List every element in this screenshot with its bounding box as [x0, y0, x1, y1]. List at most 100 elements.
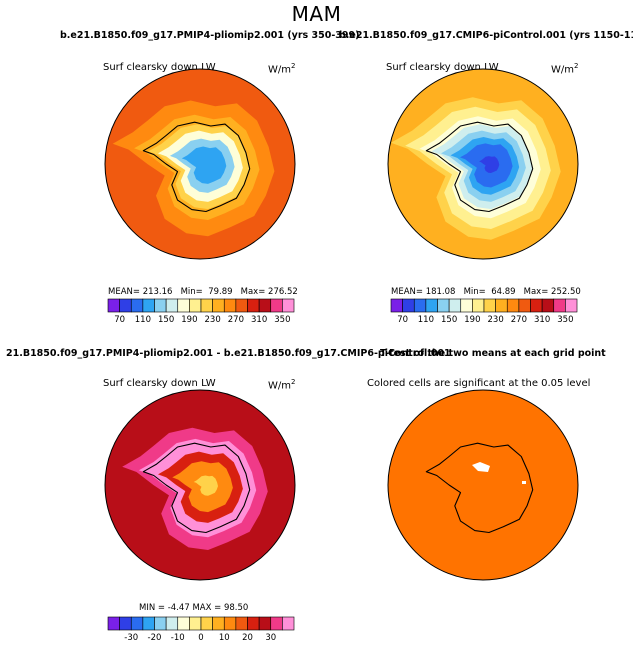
panel1-colorbar-swatch: [270, 298, 283, 313]
panel3-colorbar-tick-label: 20: [242, 633, 253, 643]
panel3-colorbar-swatch: [165, 616, 179, 631]
panel1-colorbar-swatch: [258, 298, 272, 313]
panel4-case-title: T-test of the two means at each grid poi…: [380, 348, 606, 359]
panel1-colorbar-swatch: [212, 298, 225, 313]
panel3-colorbar-swatch: [247, 616, 260, 631]
panel2-colorbar-tick-label: 350: [557, 315, 573, 325]
panel2-variable-label: Surf clearsky down LW: [386, 62, 499, 73]
panel2-colorbar-tick-label: 270: [511, 315, 527, 325]
panel2-colorbar-tick-label: 310: [534, 315, 550, 325]
panel3-colorbar-swatch: [142, 616, 155, 631]
panel3-colorbar-swatch: [270, 616, 283, 631]
panel2-colorbar-swatch: [530, 298, 543, 313]
panel2-case-title: b.e21.B1850.f09_g17.CMIP6-piControl.001 …: [339, 30, 633, 41]
panel2-colorbar-swatch: [390, 298, 403, 313]
panel3-colorbar-swatch: [107, 616, 120, 631]
panel2-colorbar-swatch: [402, 298, 415, 313]
panel2-map: [388, 69, 578, 259]
panel1-case-title: b.e21.B1850.f09_g17.PMIP4-pliomip2.001 (…: [60, 30, 360, 41]
map-boundary: [104, 389, 296, 581]
panel3-colorbar-swatch: [258, 616, 272, 631]
panel2-colorbar-swatch: [495, 298, 508, 313]
panel2-colorbar-swatch: [565, 298, 578, 313]
panel1-colorbar-swatch: [189, 298, 202, 313]
panel1-stats: MEAN= 213.16 Min= 79.89 Max= 276.52: [108, 287, 298, 297]
coastline: [142, 442, 251, 534]
panel3-colorbar-swatch: [200, 616, 213, 631]
panel2-colorbar-swatch: [437, 298, 450, 313]
panel3-colorbar-swatch: [154, 616, 167, 631]
panel3-map: [105, 390, 295, 580]
panel3-colorbar-swatch: [282, 616, 295, 631]
field-band: [181, 146, 227, 184]
panel1-colorbar-tick-label: 190: [181, 315, 197, 325]
panel2-colorbar-tick-label: 230: [488, 315, 504, 325]
panel3-colorbar-swatch: [189, 616, 202, 631]
panel1-map: [105, 69, 295, 259]
panel3-colorbar-tick-label: 10: [219, 633, 230, 643]
map-boundary: [104, 68, 296, 260]
panel2-colorbar-swatch: [413, 298, 427, 313]
coastline: [425, 121, 534, 213]
panel3-variable-label: Surf clearsky down LW: [103, 378, 216, 389]
panel3-colorbar-swatch: [119, 616, 132, 631]
map-boundary: [387, 389, 579, 581]
panel2-colorbar-swatch: [518, 298, 531, 313]
panel4-map: [388, 390, 578, 580]
panel1-colorbar-swatch: [200, 298, 213, 313]
panel2-colorbar-tick-label: 190: [464, 315, 480, 325]
panel1-colorbar-tick-label: 70: [114, 315, 125, 325]
panel3-units: W/m2: [268, 378, 296, 392]
panel1-colorbar-swatch: [119, 298, 132, 313]
panel3-colorbar-tick-label: -20: [148, 633, 162, 643]
significance-field: [388, 390, 578, 580]
panel1-colorbar-swatch: [165, 298, 179, 313]
field-band: [479, 156, 500, 173]
panel1-variable-label: Surf clearsky down LW: [103, 62, 216, 73]
panel2-colorbar-swatch: [553, 298, 566, 313]
panel3-colorbar-tick-label: 30: [265, 633, 276, 643]
panel2-colorbar-tick-label: 150: [441, 315, 457, 325]
panel2-colorbar-swatch: [425, 298, 438, 313]
panel2-colorbar-swatch: [483, 298, 496, 313]
panel3-colorbar-swatch: [177, 616, 190, 631]
panel1-colorbar-tick-label: 350: [274, 315, 290, 325]
panel2-colorbar-swatch: [541, 298, 555, 313]
panel3-colorbar-tick-label: 0: [198, 633, 203, 643]
panel1-colorbar-swatch: [107, 298, 120, 313]
panel3-colorbar-swatch: [223, 616, 237, 631]
panel3-stats: MIN = -4.47 MAX = 98.50: [139, 603, 249, 613]
panel3-colorbar-swatch: [130, 616, 144, 631]
non-significant-patch: [522, 481, 526, 484]
panel2-colorbar-swatch: [506, 298, 520, 313]
panel3-colorbar-tick-label: -30: [124, 633, 138, 643]
panel1-colorbar-swatch: [282, 298, 295, 313]
coastline: [425, 442, 534, 534]
panel3-colorbar-tick-label: -10: [171, 633, 185, 643]
coastline: [142, 121, 251, 213]
non-significant-patch: [472, 462, 490, 472]
panel2-colorbar-tick-label: 70: [397, 315, 408, 325]
panel1-colorbar-swatch: [235, 298, 248, 313]
panel1-colorbar-tick-label: 110: [135, 315, 151, 325]
panel1-colorbar-tick-label: 150: [158, 315, 174, 325]
panel1-colorbar-swatch: [154, 298, 167, 313]
panel4-variable-label: Colored cells are significant at the 0.0…: [367, 378, 591, 389]
panel2-colorbar-swatch: [448, 298, 462, 313]
panel1-colorbar-swatch: [130, 298, 144, 313]
page-title: MAM: [291, 2, 342, 26]
panel1-colorbar-swatch: [177, 298, 190, 313]
panel2-colorbar-swatch: [472, 298, 485, 313]
panel1-colorbar-tick-label: 310: [251, 315, 267, 325]
panel1-colorbar-tick-label: 270: [228, 315, 244, 325]
panel1-colorbar-swatch: [247, 298, 260, 313]
panel2-colorbar-tick-label: 110: [418, 315, 434, 325]
panel3-colorbar-swatch: [235, 616, 248, 631]
map-boundary: [387, 68, 579, 260]
panel2-stats: MEAN= 181.08 Min= 64.89 Max= 252.50: [391, 287, 581, 297]
panel1-colorbar-tick-label: 230: [205, 315, 221, 325]
field-band: [193, 475, 218, 496]
panel1-colorbar-swatch: [142, 298, 155, 313]
panel1-colorbar-swatch: [223, 298, 237, 313]
